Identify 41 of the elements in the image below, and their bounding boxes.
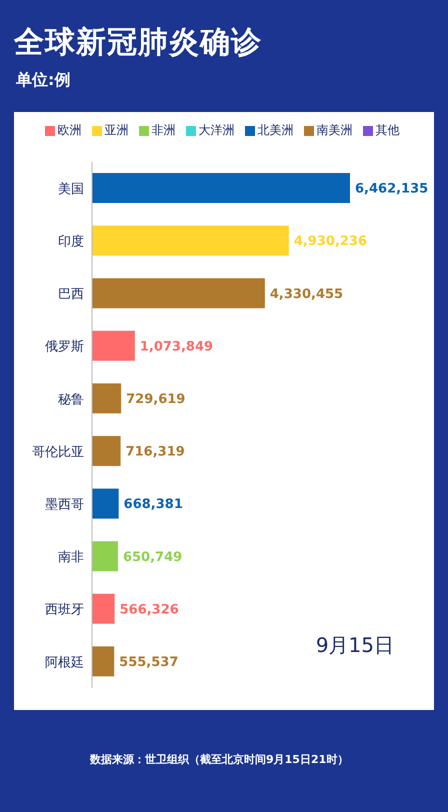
data-label: 4,930,236 <box>294 234 368 250</box>
bar <box>92 278 265 308</box>
bar <box>92 488 119 519</box>
data-label: 555,537 <box>119 655 178 670</box>
data-label: 4,330,455 <box>270 286 344 302</box>
data-label: 1,073,849 <box>140 339 214 354</box>
chart-subtitle: 单位:例 <box>16 70 70 91</box>
y-tick-label: 阿根廷 <box>45 655 84 670</box>
data-label: 650,749 <box>122 550 182 565</box>
data-label: 6,462,135 <box>355 182 428 197</box>
source-note: 数据来源：世卫组织（截至北京时间9月15日21时） <box>90 752 348 767</box>
bar <box>92 541 118 572</box>
y-tick-label: 秘鲁 <box>58 392 84 408</box>
y-tick-label: 美国 <box>58 180 84 197</box>
bar <box>92 226 289 256</box>
bar <box>92 383 122 414</box>
legend-label: 其他 <box>374 122 400 139</box>
bar <box>92 436 121 466</box>
bar <box>92 173 350 203</box>
annotation: 9月15日 <box>316 632 394 659</box>
legend-label: 亚洲 <box>104 122 128 139</box>
data-label: 566,326 <box>120 602 179 618</box>
data-label: 729,619 <box>126 392 186 408</box>
y-tick-label: 巴西 <box>58 287 84 302</box>
y-tick-label: 印度 <box>58 234 84 250</box>
bar <box>92 330 135 361</box>
y-tick-label: 西班牙 <box>45 602 84 618</box>
legend-label: 非洲 <box>150 122 176 139</box>
y-tick-label: 南非 <box>58 550 84 566</box>
legend-label: 大洋洲 <box>198 122 234 139</box>
chart-title: 全球新冠肺炎确诊 <box>14 24 262 62</box>
data-label: 716,319 <box>126 444 185 460</box>
y-tick-label: 哥伦比亚 <box>32 444 84 460</box>
y-tick-label: 俄罗斯 <box>45 340 84 355</box>
legend-label: 北美洲 <box>256 122 294 139</box>
y-tick-label: 墨西哥 <box>45 498 84 513</box>
data-label: 668,381 <box>124 497 183 512</box>
bar <box>92 594 115 624</box>
legend-label: 欧洲 <box>56 122 82 139</box>
bar <box>92 646 114 676</box>
legend-label: 南美洲 <box>316 122 352 139</box>
